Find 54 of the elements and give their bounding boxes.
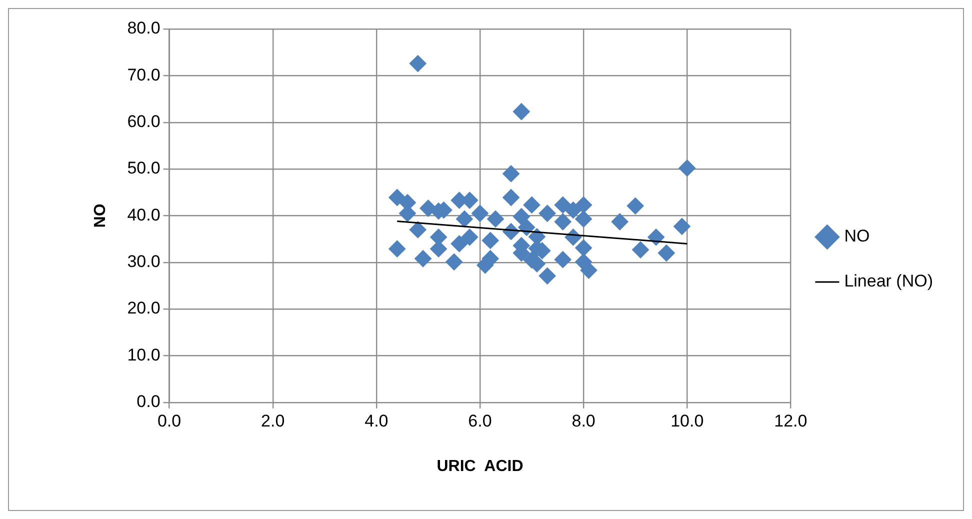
point [575,239,592,256]
point [414,250,432,268]
x-tick-label: 10.0 [670,411,704,430]
point [512,208,530,226]
y-tick-label: 80.0 [127,18,160,38]
y-tick-label: 60.0 [127,112,160,132]
legend-label: Linear (NO) [844,272,934,291]
x-tick-label: 6.0 [468,411,492,430]
point [446,253,463,270]
point [461,228,478,246]
point [575,196,592,214]
point [388,188,406,206]
point [580,262,598,279]
point [388,240,406,258]
point [471,204,488,222]
point [554,196,572,214]
point [502,165,520,182]
y-tick-label: 30.0 [127,252,160,272]
y-tick-label: 50.0 [127,158,160,178]
y-tick-label: 20.0 [127,298,160,318]
point [564,202,582,219]
y-tick-label: 70.0 [127,65,160,84]
point [409,221,426,238]
point [409,55,426,72]
point [482,232,499,249]
point [538,204,556,222]
point [538,267,556,284]
x-tick-label: 0.0 [157,411,182,430]
y-tick-label: 40.0 [127,205,160,224]
point [648,228,665,246]
y-axis-title: NO [92,204,110,228]
legend-label: NO [844,226,870,246]
x-tick-label: 12.0 [774,411,808,430]
x-tick-label: 4.0 [364,411,388,430]
x-tick-label: 2.0 [261,411,285,430]
point [575,210,592,228]
point [487,210,504,228]
x-axis-title: URIC ACID [436,458,524,475]
point [632,241,650,258]
point [512,103,530,120]
point [673,218,690,235]
point [554,213,572,230]
y-tick-label: 10.0 [127,345,160,364]
point [626,197,644,214]
point [523,196,540,214]
x-tick-label: 8.0 [572,411,596,430]
point [678,160,696,177]
point [502,188,520,206]
point [658,244,675,262]
point [611,213,628,230]
y-tick-label: 0.0 [136,392,160,412]
point [554,251,572,268]
point [456,210,473,228]
point [450,235,468,252]
